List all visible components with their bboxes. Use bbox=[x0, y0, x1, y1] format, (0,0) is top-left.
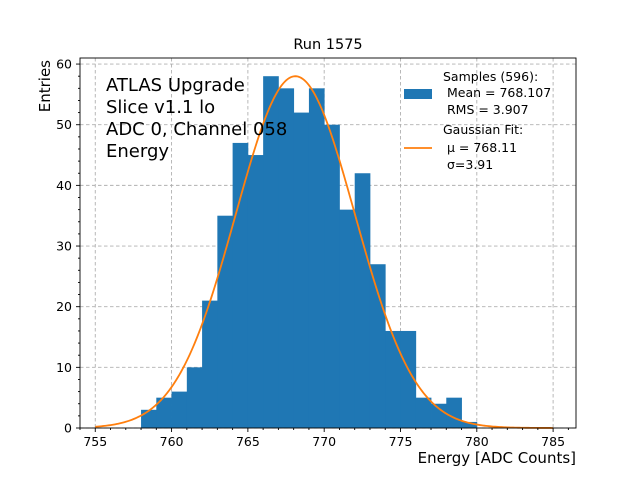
histogram-bar bbox=[461, 421, 478, 428]
histogram-bar bbox=[339, 209, 356, 428]
legend-samples-swatch bbox=[404, 89, 432, 99]
x-tick-label: 765 bbox=[236, 434, 260, 449]
x-tick-label: 775 bbox=[389, 434, 413, 449]
histogram-bar bbox=[202, 300, 218, 428]
annotation-box: ATLAS Upgrade Slice v1.1 lo ADC 0, Chann… bbox=[106, 75, 287, 162]
histogram-bar bbox=[278, 88, 295, 428]
histogram-bar bbox=[354, 173, 371, 428]
fit-layer bbox=[95, 75, 554, 429]
legend-fit-sigma: σ=3.91 bbox=[443, 157, 493, 172]
y-tick-label: 0 bbox=[64, 421, 72, 436]
x-tick-label: 755 bbox=[83, 434, 107, 449]
x-tick-label: 760 bbox=[160, 434, 184, 449]
histogram-bar bbox=[446, 397, 462, 428]
x-tick-label: 785 bbox=[541, 434, 565, 449]
histogram-bar bbox=[141, 409, 157, 428]
histogram-bar bbox=[263, 76, 279, 429]
histogram-bar bbox=[324, 124, 340, 428]
histogram-bar bbox=[293, 112, 310, 429]
gaussian-fit-line bbox=[95, 75, 554, 429]
x-tick-label: 780 bbox=[465, 434, 489, 449]
histogram-bar bbox=[369, 264, 386, 428]
axis-ticks: 755 760 765 770 775 780 785 0 10 20 30 40 50 60 bbox=[56, 57, 569, 449]
histogram-bar bbox=[232, 142, 249, 428]
histogram-bar bbox=[415, 397, 432, 428]
annotation-line-1: ATLAS Upgrade bbox=[106, 75, 245, 96]
annotation-line-4: Energy bbox=[106, 141, 169, 162]
x-axis-label: Energy [ADC Counts] bbox=[418, 449, 576, 467]
plot-frame bbox=[79, 57, 577, 429]
legend-samples-mean: Mean = 768.107 bbox=[443, 85, 551, 100]
histogram-bar bbox=[247, 155, 264, 428]
annotation-line-3: ADC 0, Channel 058 bbox=[106, 119, 287, 140]
histogram-bar bbox=[171, 391, 188, 428]
histogram-bar bbox=[217, 215, 234, 428]
annotation-line-2: Slice v1.1 lo bbox=[106, 97, 215, 118]
y-tick-label: 50 bbox=[56, 117, 72, 132]
histogram-bar bbox=[186, 367, 203, 428]
y-tick-label: 40 bbox=[56, 178, 72, 193]
y-axis-label: Entries bbox=[36, 60, 54, 112]
histogram-bar bbox=[308, 88, 325, 428]
chart-title: Run 1575 bbox=[293, 37, 362, 53]
histogram-bar bbox=[400, 330, 417, 428]
legend-fit-title: Gaussian Fit: bbox=[443, 122, 523, 137]
y-tick-label: 60 bbox=[56, 57, 72, 72]
legend-samples-title: Samples (596): bbox=[443, 69, 538, 84]
histogram-bar bbox=[385, 330, 401, 428]
legend-samples-rms: RMS = 3.907 bbox=[443, 102, 529, 117]
y-tick-label: 10 bbox=[56, 360, 72, 375]
y-tick-label: 30 bbox=[56, 239, 72, 254]
histogram-bar bbox=[431, 403, 447, 428]
legend: Samples (596): Mean = 768.107 RMS = 3.90… bbox=[404, 69, 551, 172]
x-tick-label: 770 bbox=[312, 434, 336, 449]
histogram-bar bbox=[156, 397, 172, 428]
legend-fit-mu: μ = 768.11 bbox=[443, 140, 517, 155]
y-tick-label: 20 bbox=[56, 299, 72, 314]
